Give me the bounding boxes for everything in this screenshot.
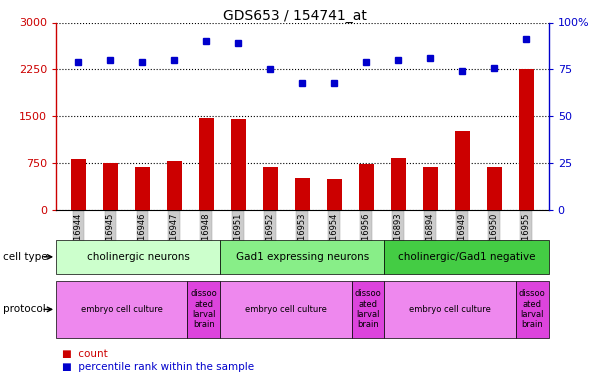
Bar	[455, 130, 470, 210]
Bar	[103, 163, 117, 210]
Text: embryo cell culture: embryo cell culture	[81, 305, 163, 314]
Bar	[359, 164, 373, 210]
Text: dissoo
ated
larval
brain: dissoo ated larval brain	[519, 289, 546, 330]
Text: dissoo
ated
larval
brain: dissoo ated larval brain	[355, 289, 382, 330]
Text: GDS653 / 154741_at: GDS653 / 154741_at	[223, 9, 367, 23]
Bar	[295, 178, 310, 210]
Bar	[263, 167, 277, 210]
Bar	[391, 158, 405, 210]
Bar	[519, 69, 533, 210]
Text: cholinergic/Gad1 negative: cholinergic/Gad1 negative	[398, 252, 535, 262]
Bar	[167, 161, 182, 210]
Text: embryo cell culture: embryo cell culture	[245, 305, 327, 314]
Bar	[71, 159, 86, 210]
Text: dissoo
ated
larval
brain: dissoo ated larval brain	[191, 289, 217, 330]
Text: ■  percentile rank within the sample: ■ percentile rank within the sample	[62, 362, 254, 372]
Bar	[135, 166, 150, 210]
Text: Gad1 expressing neurons: Gad1 expressing neurons	[236, 252, 369, 262]
Text: ■  count: ■ count	[62, 350, 108, 359]
Bar	[231, 119, 245, 210]
Text: cell type: cell type	[3, 252, 48, 262]
Text: embryo cell culture: embryo cell culture	[409, 305, 491, 314]
Bar	[327, 179, 342, 210]
Bar	[487, 167, 502, 210]
Bar	[423, 167, 438, 210]
Text: cholinergic neurons: cholinergic neurons	[87, 252, 189, 262]
Bar	[199, 118, 214, 210]
Text: protocol: protocol	[3, 304, 45, 314]
